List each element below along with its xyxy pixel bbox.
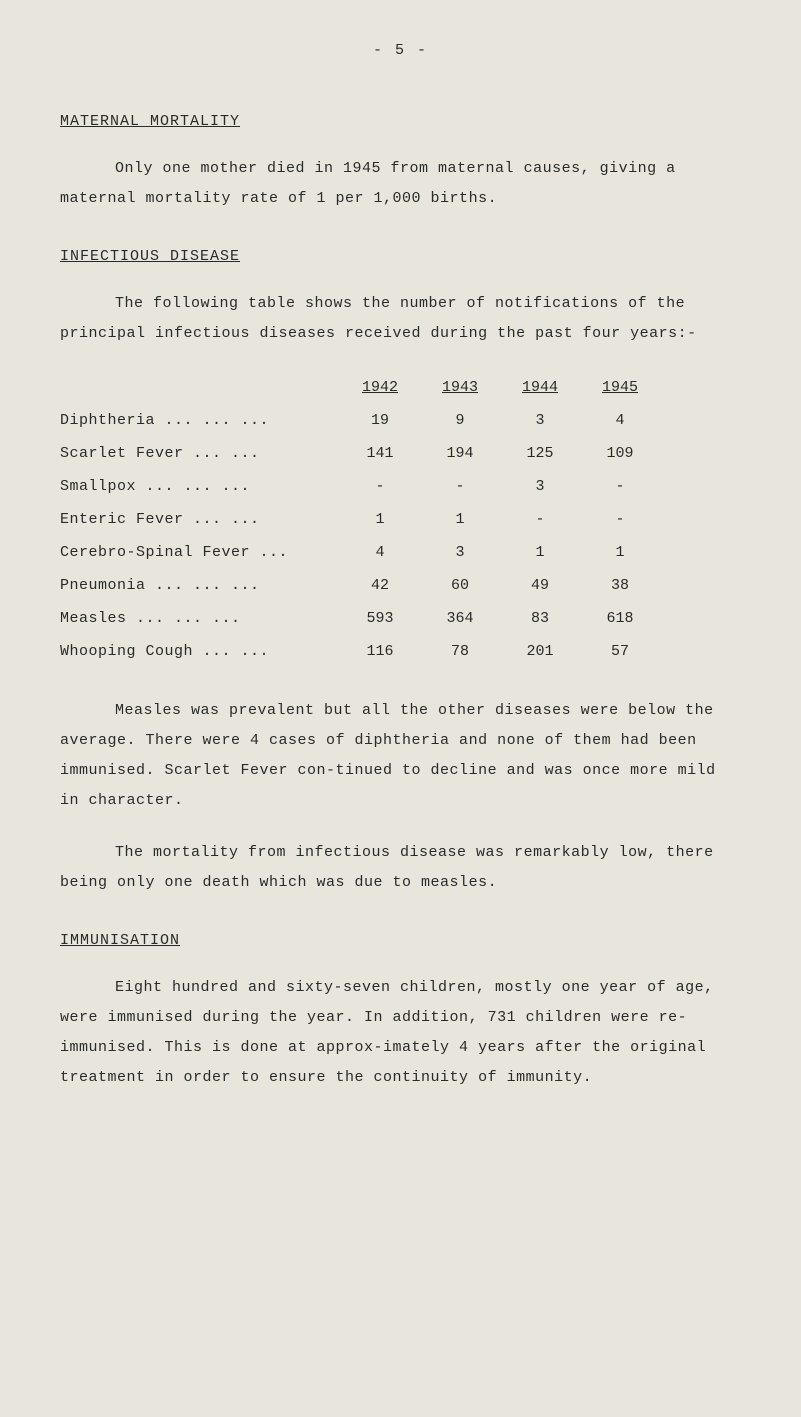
cell: -: [420, 470, 500, 503]
document-page: - 5 - MATERNAL MORTALITY Only one mother…: [0, 0, 801, 1417]
paragraph: Eight hundred and sixty-seven children, …: [60, 973, 741, 1093]
row-label: Measles ... ... ...: [60, 602, 340, 635]
cell: 19: [340, 404, 420, 437]
cell: 116: [340, 635, 420, 668]
table-header-row: 1942 1943 1944 1945: [60, 371, 741, 404]
row-label: Smallpox ... ... ...: [60, 470, 340, 503]
cell: -: [580, 503, 660, 536]
table-row: Pneumonia ... ... ... 42 60 49 38: [60, 569, 741, 602]
table-row: Whooping Cough ... ... 116 78 201 57: [60, 635, 741, 668]
paragraph: Only one mother died in 1945 from matern…: [60, 154, 741, 214]
cell: 9: [420, 404, 500, 437]
cell: 78: [420, 635, 500, 668]
cell: 618: [580, 602, 660, 635]
row-label: Whooping Cough ... ...: [60, 635, 340, 668]
table-row: Cerebro-Spinal Fever ... 4 3 1 1: [60, 536, 741, 569]
cell: 4: [580, 404, 660, 437]
cell: 1: [340, 503, 420, 536]
row-label: Cerebro-Spinal Fever ...: [60, 536, 340, 569]
cell: 3: [420, 536, 500, 569]
cell: 3: [500, 404, 580, 437]
cell: 42: [340, 569, 420, 602]
row-label: Pneumonia ... ... ...: [60, 569, 340, 602]
cell: 201: [500, 635, 580, 668]
cell: 125: [500, 437, 580, 470]
heading-infectious-disease: INFECTIOUS DISEASE: [60, 246, 741, 267]
table-row: Scarlet Fever ... ... 141 194 125 109: [60, 437, 741, 470]
table-row: Measles ... ... ... 593 364 83 618: [60, 602, 741, 635]
cell: 38: [580, 569, 660, 602]
year-header: 1945: [580, 371, 660, 404]
row-label: Diphtheria ... ... ...: [60, 404, 340, 437]
cell: -: [500, 503, 580, 536]
cell: -: [340, 470, 420, 503]
cell: 109: [580, 437, 660, 470]
cell: 4: [340, 536, 420, 569]
table-row: Enteric Fever ... ... 1 1 - -: [60, 503, 741, 536]
cell: 194: [420, 437, 500, 470]
cell: 49: [500, 569, 580, 602]
table-row: Smallpox ... ... ... - - 3 -: [60, 470, 741, 503]
cell: 593: [340, 602, 420, 635]
cell: 141: [340, 437, 420, 470]
table-row: Diphtheria ... ... ... 19 9 3 4: [60, 404, 741, 437]
year-header: 1942: [340, 371, 420, 404]
year-header: 1943: [420, 371, 500, 404]
paragraph: Measles was prevalent but all the other …: [60, 696, 741, 816]
cell: 364: [420, 602, 500, 635]
year-header: 1944: [500, 371, 580, 404]
heading-maternal-mortality: MATERNAL MORTALITY: [60, 111, 741, 132]
cell: 83: [500, 602, 580, 635]
paragraph: The mortality from infectious disease wa…: [60, 838, 741, 898]
cell: 3: [500, 470, 580, 503]
cell: 1: [580, 536, 660, 569]
page-number: - 5 -: [60, 40, 741, 61]
cell: 1: [500, 536, 580, 569]
cell: -: [580, 470, 660, 503]
paragraph: The following table shows the number of …: [60, 289, 741, 349]
cell: 1: [420, 503, 500, 536]
heading-immunisation: IMMUNISATION: [60, 930, 741, 951]
cell: 60: [420, 569, 500, 602]
notifications-table: 1942 1943 1944 1945 Diphtheria ... ... .…: [60, 371, 741, 668]
row-label: Scarlet Fever ... ...: [60, 437, 340, 470]
row-label: Enteric Fever ... ...: [60, 503, 340, 536]
cell: 57: [580, 635, 660, 668]
